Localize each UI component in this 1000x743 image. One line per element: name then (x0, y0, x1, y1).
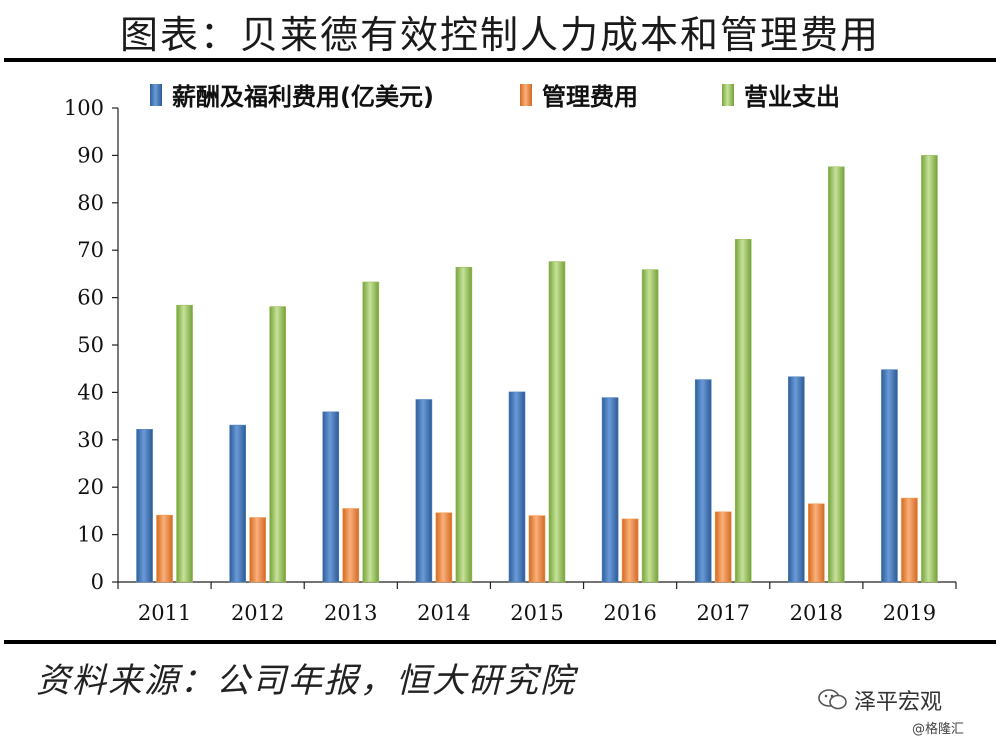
x-tick-label: 2017 (696, 601, 749, 625)
x-tick-label: 2015 (510, 601, 563, 625)
bar (788, 376, 805, 583)
y-tick-label: 60 (77, 286, 104, 310)
bar (362, 281, 380, 583)
y-tick-label: 70 (77, 238, 104, 262)
x-tick-label: 2019 (883, 601, 936, 625)
bar (734, 238, 752, 583)
bar (621, 518, 639, 583)
bar (229, 424, 246, 583)
legend: 薪酬及福利费用(亿美元) 管理费用 营业支出 (150, 83, 840, 111)
x-tick-label: 2011 (138, 601, 191, 625)
legend-swatch (520, 84, 532, 106)
bars (136, 155, 938, 583)
bar (415, 399, 433, 583)
x-tick-label: 2018 (790, 601, 843, 625)
bar (342, 508, 360, 583)
y-tick-label: 30 (77, 428, 104, 452)
wechat-icon (818, 689, 848, 711)
bar (714, 511, 732, 583)
bar (269, 306, 286, 583)
watermark-brand: 泽平宏观 (818, 684, 942, 716)
y-tick-label: 100 (64, 96, 104, 120)
bar (921, 155, 938, 583)
y-tick-label: 20 (77, 475, 104, 499)
bar (508, 391, 526, 583)
bar (455, 266, 473, 583)
bar-chart: 薪酬及福利费用(亿美元) 管理费用 营业支出 0 10 20 30 40 50 60 70 80 90… (64, 83, 957, 625)
x-tick-label: 2014 (417, 601, 470, 625)
x-tick-label: 2012 (231, 601, 284, 625)
source-note: 资料来源：公司年报，恒大研究院 (36, 661, 576, 701)
y-tick-label: 40 (77, 380, 104, 404)
legend-swatch (722, 84, 734, 106)
bar (176, 304, 193, 583)
bar (601, 397, 619, 583)
x-tick-label: 2016 (603, 601, 656, 625)
bar (808, 503, 825, 583)
bar (881, 369, 898, 583)
bar (322, 411, 340, 583)
y-tick-label: 10 (77, 523, 104, 547)
legend-swatch (150, 84, 162, 106)
y-tick-label: 0 (91, 570, 104, 594)
bar (249, 517, 266, 583)
y-tick-label: 50 (77, 333, 104, 357)
bar (641, 269, 659, 583)
legend-label: 管理费用 (542, 83, 638, 111)
y-tick-label: 90 (77, 143, 104, 167)
bar (828, 166, 845, 583)
watermark-credit: @格隆汇 (912, 722, 965, 737)
bar (901, 497, 918, 583)
bar (435, 512, 453, 583)
bottom-rule (4, 640, 996, 644)
top-rule (4, 58, 996, 62)
chart-title: 图表：贝莱德有效控制人力成本和管理费用 (119, 13, 880, 57)
bar (136, 429, 153, 583)
legend-label: 营业支出 (744, 83, 840, 111)
bar (694, 379, 712, 583)
x-tick-label: 2013 (324, 601, 377, 625)
legend-label: 薪酬及福利费用(亿美元) (172, 83, 434, 111)
watermark-brand-text: 泽平宏观 (854, 690, 943, 715)
y-tick-label: 80 (77, 191, 104, 215)
bar (528, 515, 546, 583)
bar (548, 261, 566, 583)
bar (156, 514, 173, 583)
